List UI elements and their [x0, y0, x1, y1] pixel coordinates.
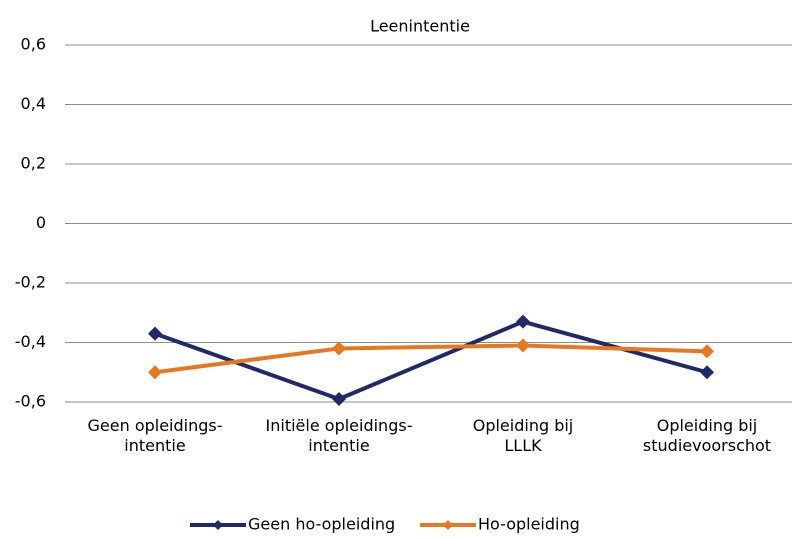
point-marker — [332, 392, 346, 407]
x-tick-label: Opleiding bij LLLK — [472, 416, 574, 455]
legend-marker — [213, 520, 223, 530]
point-marker — [332, 341, 346, 356]
legend-label: Ho-opleiding — [478, 515, 580, 534]
x-tick-label: Initiële opleidings- intentie — [265, 416, 413, 455]
point-marker — [516, 338, 530, 353]
point-marker — [700, 365, 714, 380]
y-tick-label: 0,6 — [21, 35, 46, 54]
point-marker — [148, 365, 162, 380]
y-tick-label: 0,2 — [21, 154, 46, 173]
series-line — [154, 343, 708, 375]
point-marker — [516, 314, 530, 329]
y-tick-label: -0,2 — [15, 273, 46, 292]
y-tick-label: 0 — [36, 213, 46, 232]
chart-title: Leenintentie — [370, 17, 470, 36]
x-tick-label: Opleiding bij studievoorschot — [642, 416, 772, 455]
y-tick-label: -0,4 — [15, 332, 46, 351]
y-tick-label: 0,4 — [21, 94, 46, 113]
point-marker — [700, 344, 714, 359]
legend-label: Geen ho-opleiding — [248, 515, 395, 534]
point-marker — [148, 326, 162, 341]
y-tick-label: -0,6 — [15, 392, 46, 411]
x-tick-label: Geen opleidings- intentie — [87, 416, 223, 455]
legend-marker — [443, 520, 453, 530]
